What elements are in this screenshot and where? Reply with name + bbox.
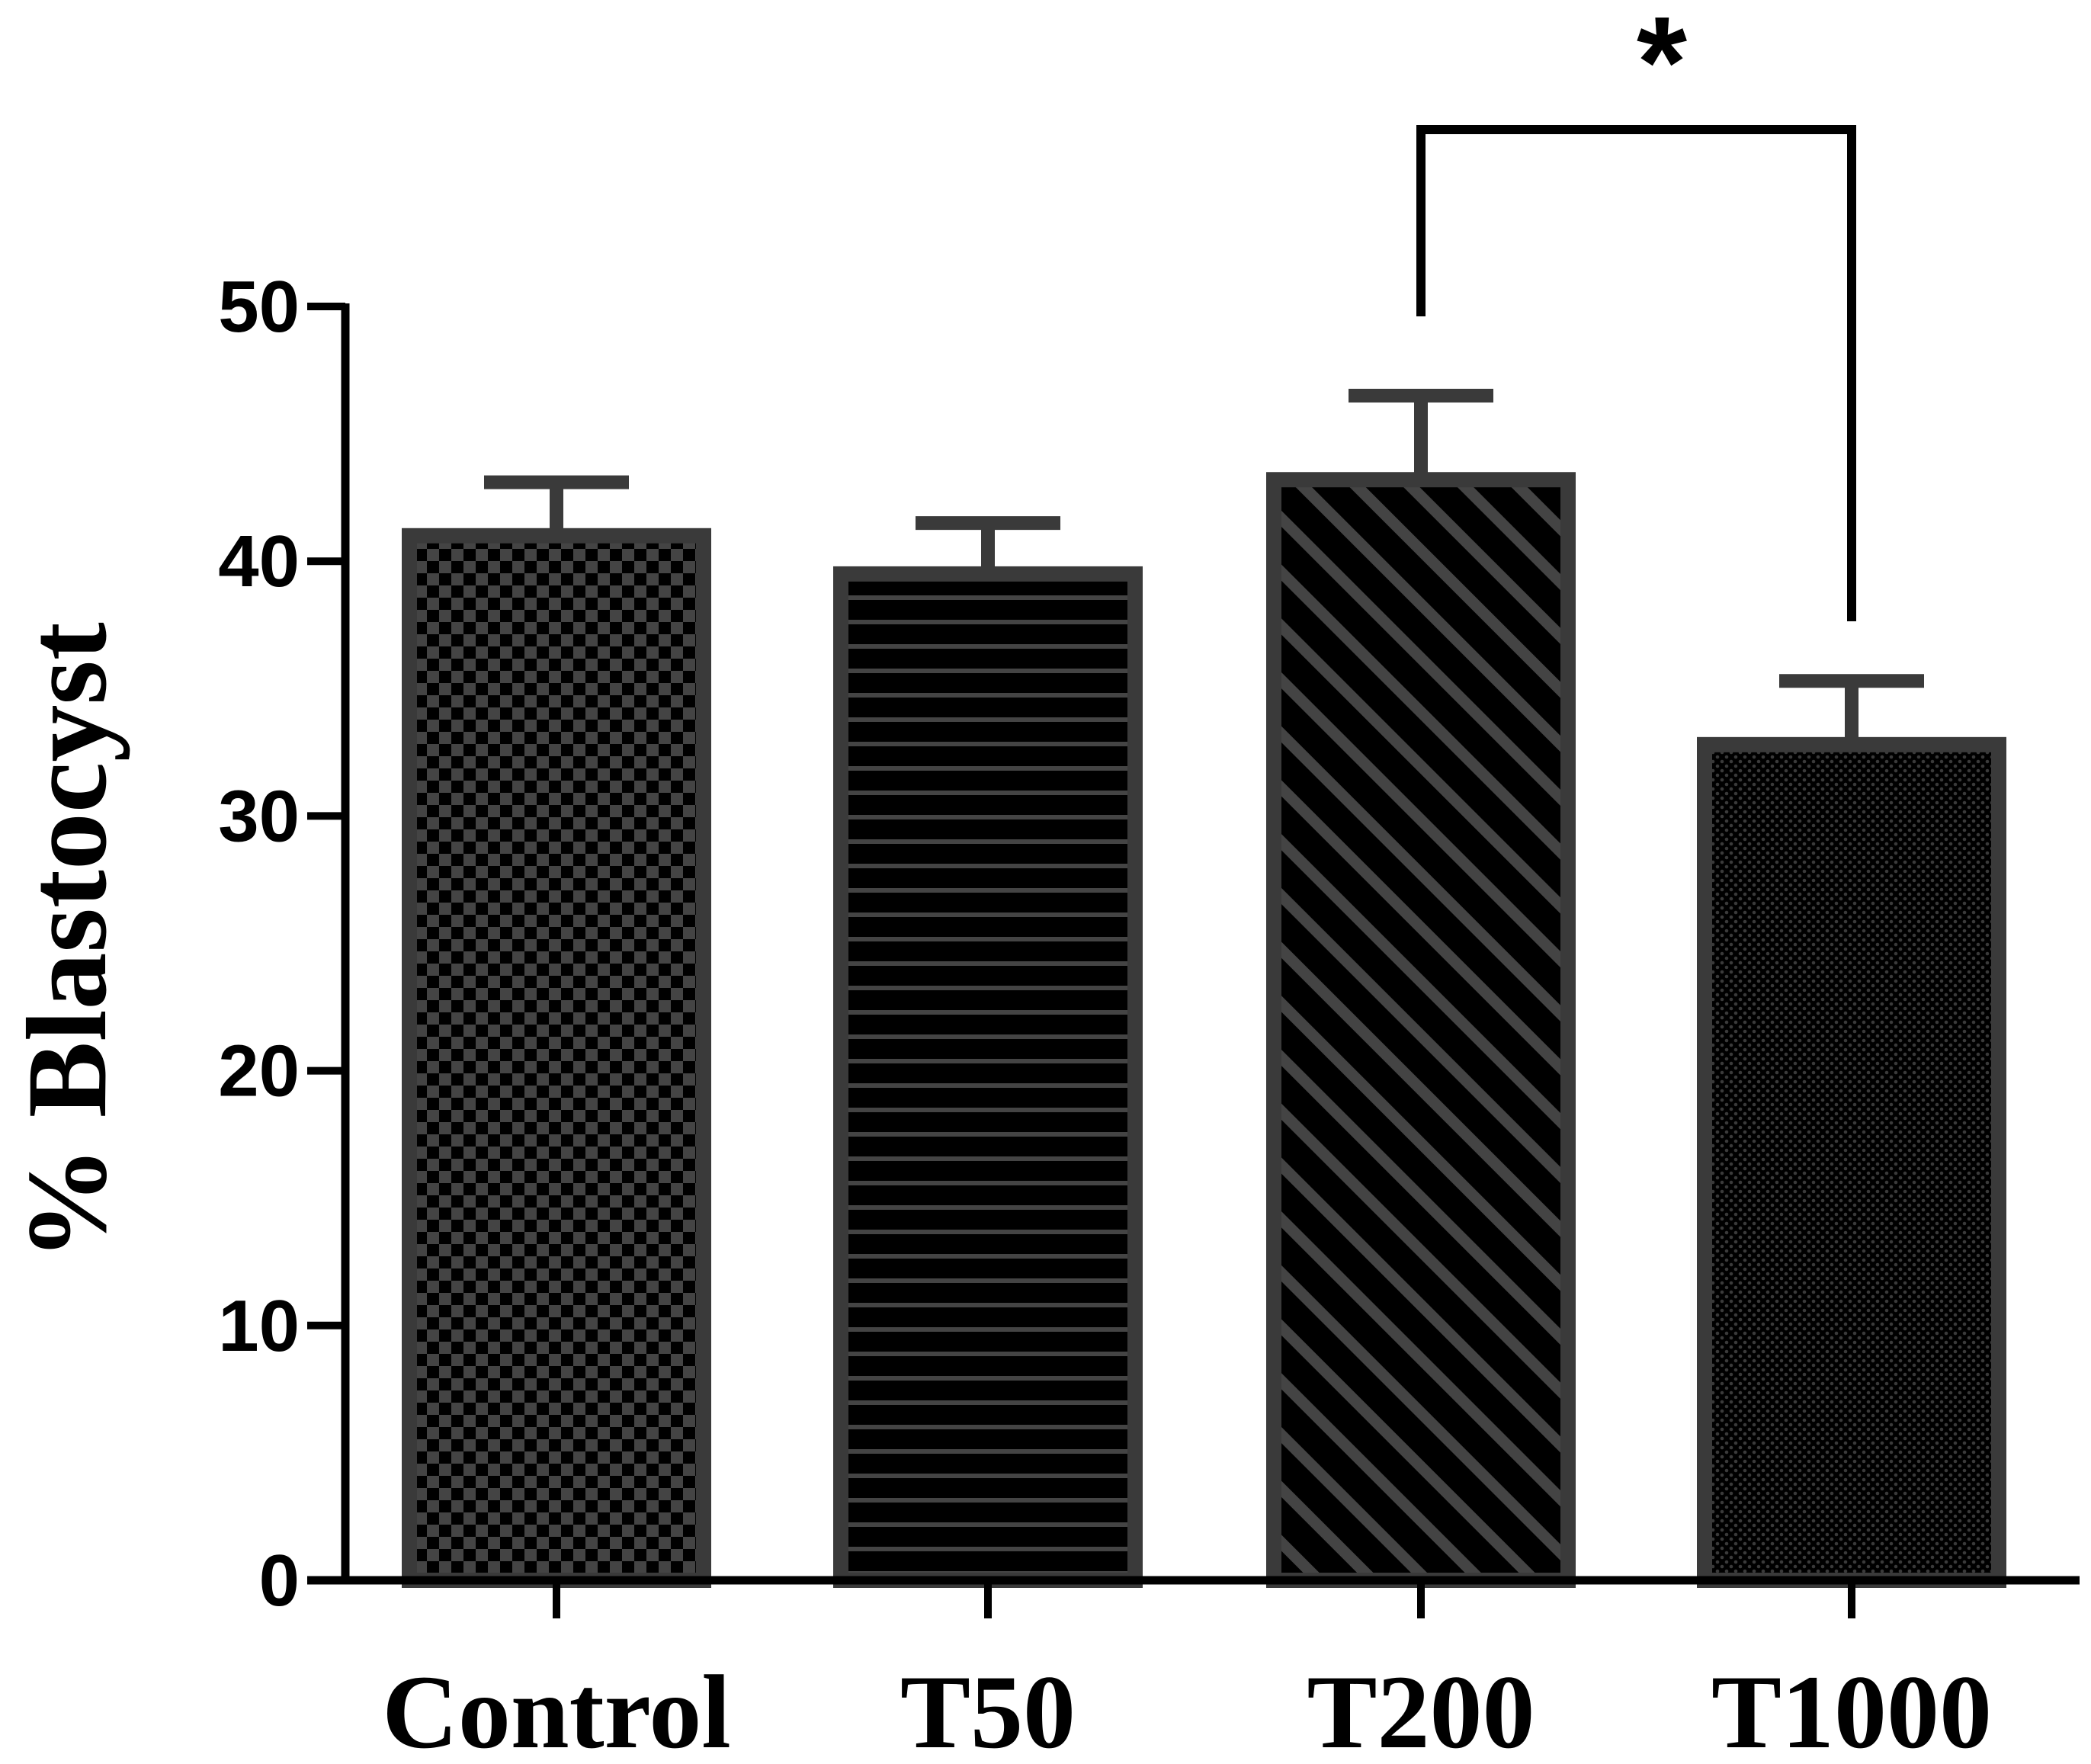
bar-control — [402, 528, 711, 1588]
significance-star: * — [1637, 0, 1687, 135]
x-tick-label-t50: T50 — [900, 1653, 1076, 1764]
x-tick-label-t1000: T1000 — [1711, 1653, 1992, 1764]
x-tick-label-control: Control — [382, 1653, 730, 1764]
y-tick-label-30: 30 — [218, 775, 300, 857]
y-tick-label-50: 50 — [218, 266, 300, 348]
x-tick-label-t200: T200 — [1307, 1653, 1535, 1764]
bar-t200 — [1266, 472, 1576, 1588]
y-tick-label-10: 10 — [218, 1285, 300, 1367]
y-tick-label-20: 20 — [218, 1031, 300, 1112]
y-tick-label-40: 40 — [218, 521, 300, 602]
bar-t1000 — [1697, 736, 2006, 1588]
y-tick-label-0: 0 — [259, 1540, 300, 1621]
y-axis-title: % Blastocyst — [4, 622, 130, 1261]
bar-t50 — [833, 566, 1143, 1588]
significance-bracket — [1416, 125, 1856, 621]
